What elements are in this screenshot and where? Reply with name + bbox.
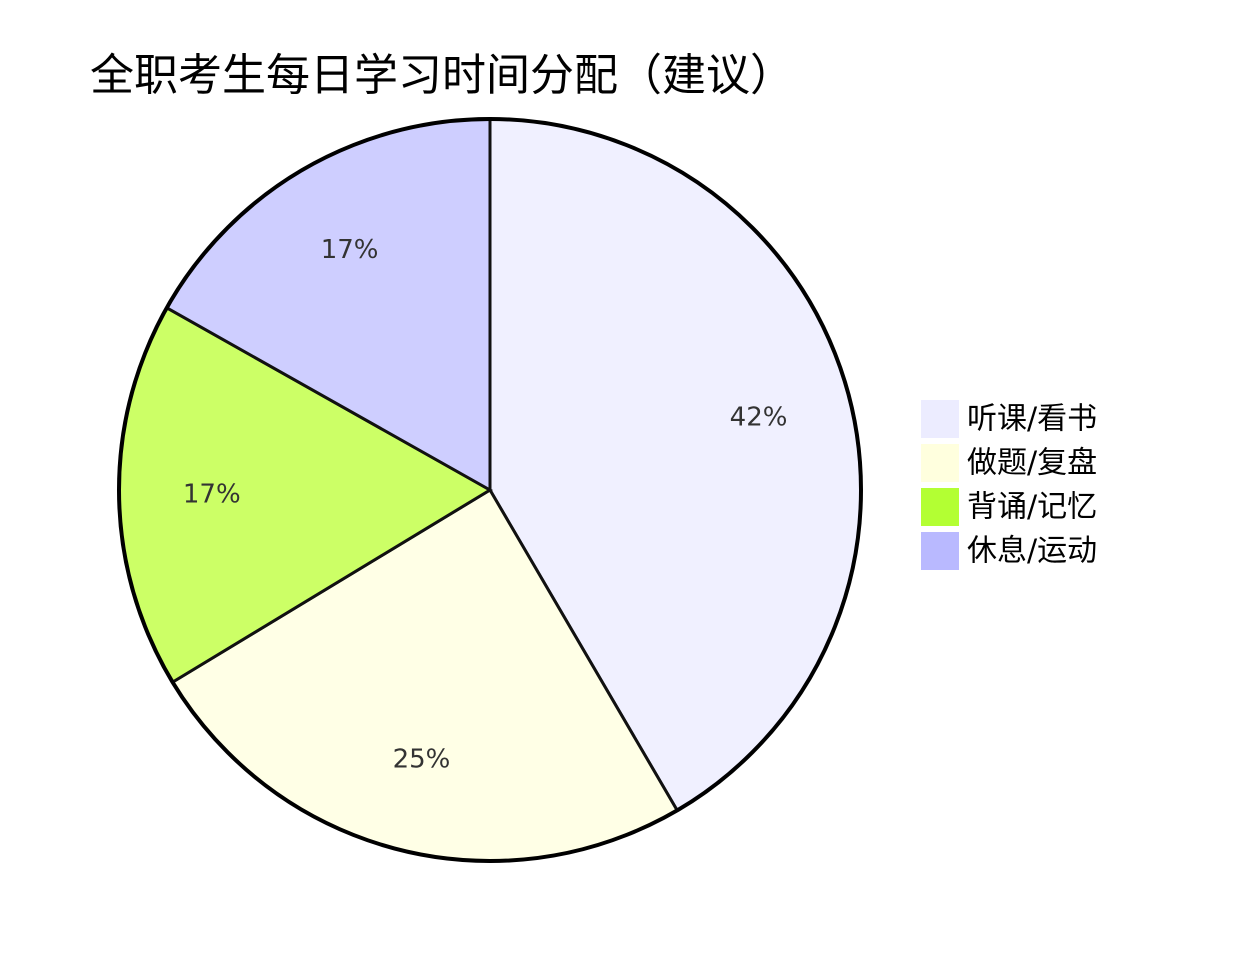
slice-label-4: 17%	[321, 235, 379, 265]
chart-title: 全职考生每日学习时间分配（建议）	[90, 50, 794, 101]
slice-label-3: 17%	[183, 479, 241, 509]
legend-swatch-4	[921, 532, 959, 570]
legend-swatch-2	[921, 444, 959, 482]
legend-swatch-1	[921, 400, 959, 438]
slice-label-2: 25%	[393, 745, 451, 775]
slice-labels: 42% 25% 17% 17%	[183, 235, 788, 775]
legend-label-4: 休息/运动	[967, 534, 1097, 569]
pie-slices	[117, 117, 863, 863]
pie-outline	[117, 117, 863, 863]
legend-label-3: 背诵/记忆	[967, 490, 1097, 525]
legend-label-1: 听课/看书	[967, 402, 1097, 437]
legend-swatch-3	[921, 488, 959, 526]
legend-label-2: 做题/复盘	[967, 446, 1097, 481]
slice-label-1: 42%	[730, 402, 788, 432]
